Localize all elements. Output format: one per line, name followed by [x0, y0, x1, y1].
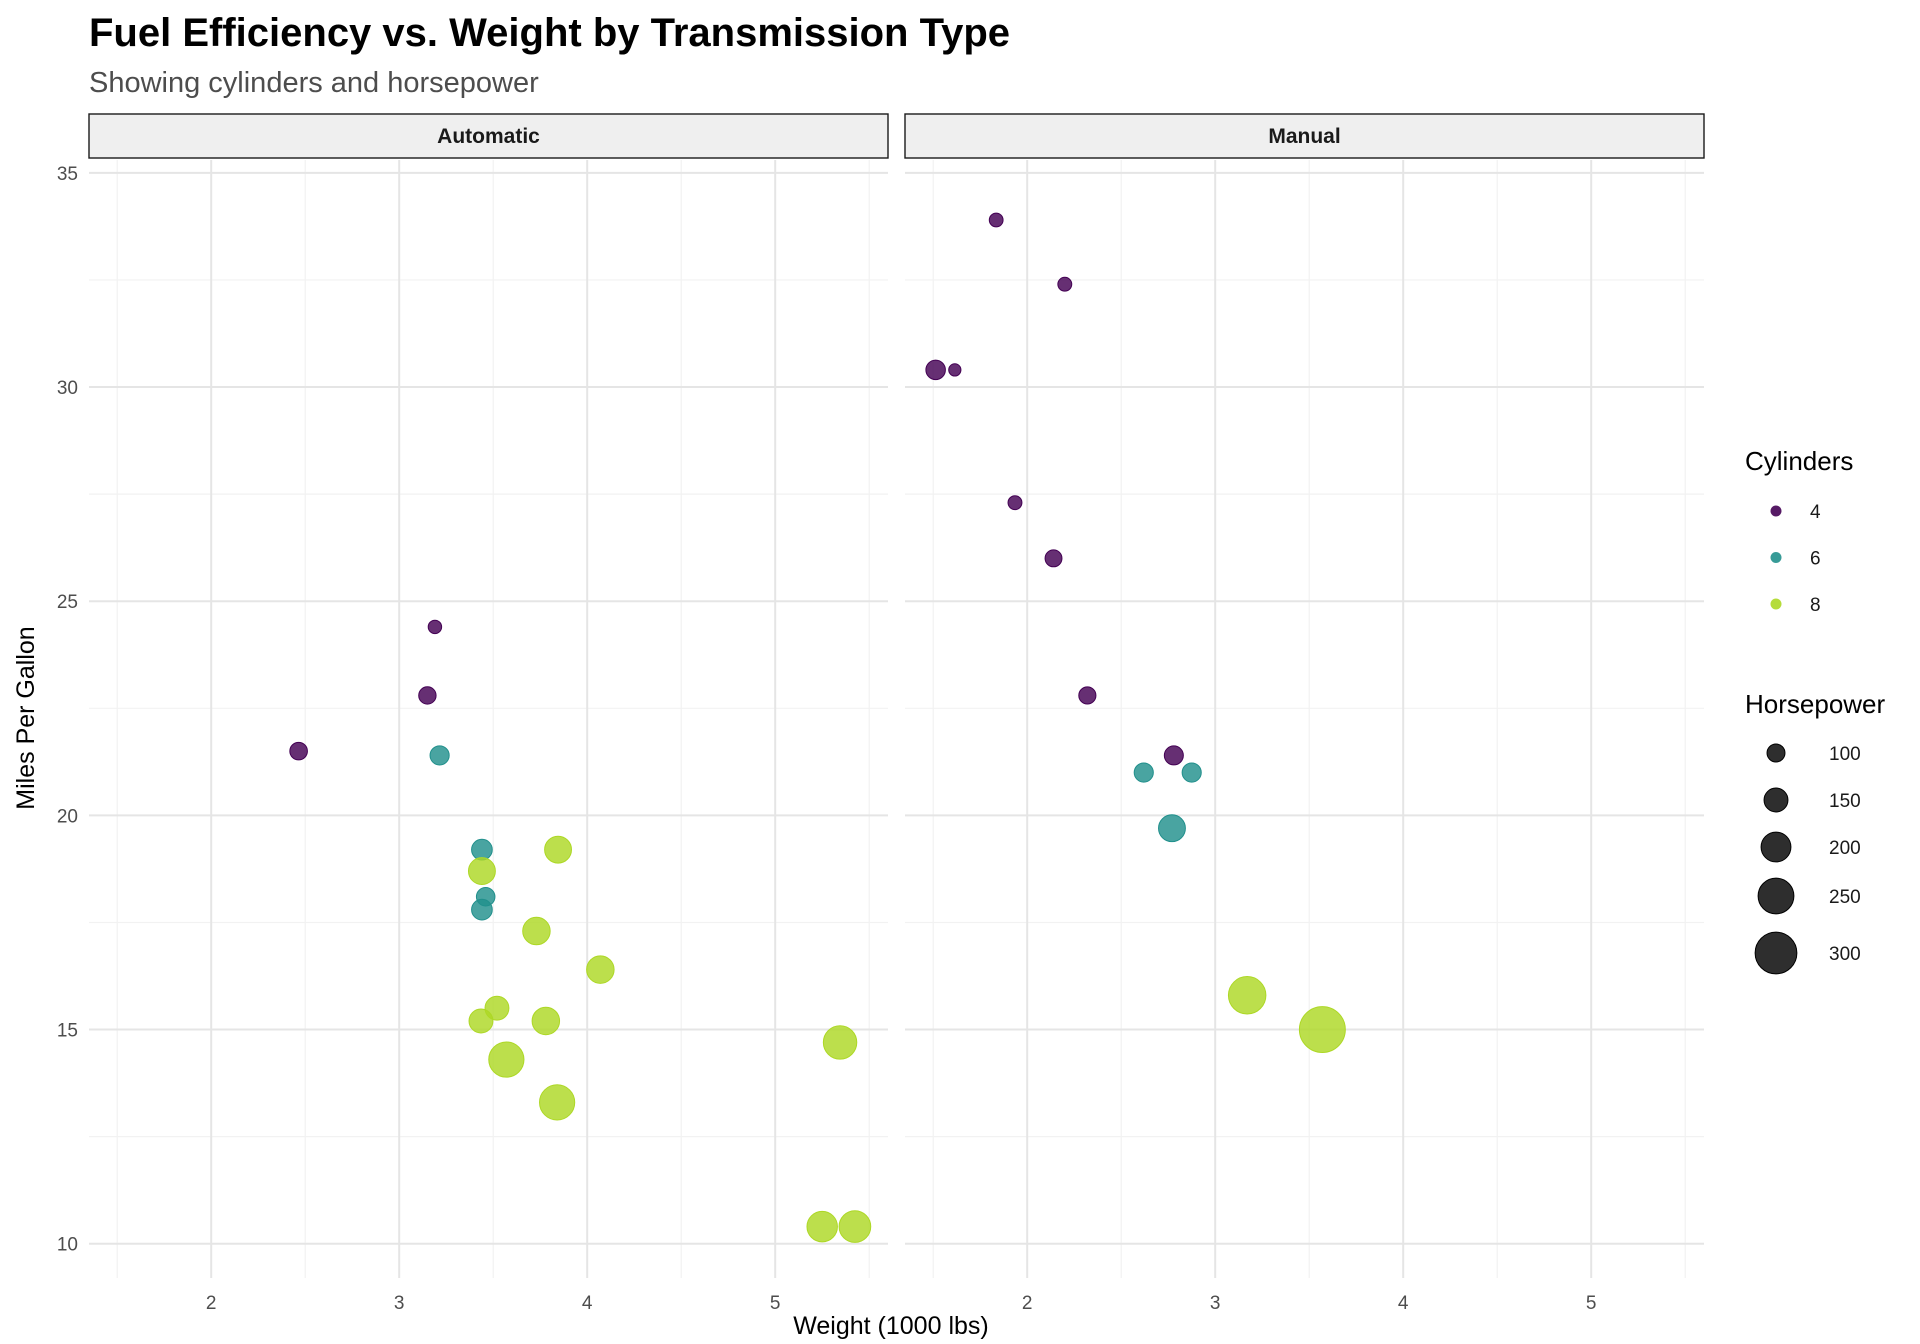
- legend-cylinders-label: 8: [1810, 595, 1821, 616]
- x-tick-label: 3: [394, 1293, 405, 1314]
- data-point: [468, 1008, 494, 1034]
- y-tick-label: 10: [57, 1235, 78, 1256]
- legend-horsepower-key: [1766, 743, 1786, 763]
- data-point: [418, 686, 437, 705]
- data-point: [822, 1025, 858, 1060]
- legend-cylinders-label: 4: [1810, 502, 1821, 523]
- y-tick-label: 15: [57, 1021, 78, 1042]
- x-tick-label: 2: [206, 1293, 217, 1314]
- data-point: [1163, 745, 1184, 766]
- x-axis-title: Weight (1000 lbs): [793, 1312, 988, 1340]
- legend-horsepower-key: [1763, 787, 1789, 813]
- data-point: [925, 359, 946, 381]
- data-point: [1057, 276, 1073, 292]
- legend-horsepower-label: 100: [1829, 744, 1861, 765]
- legend-horsepower-label: 150: [1829, 791, 1861, 812]
- x-tick-label: 4: [582, 1293, 593, 1314]
- chart-title: Fuel Efficiency vs. Weight by Transmissi…: [89, 11, 1010, 55]
- x-tick-label: 5: [770, 1293, 781, 1314]
- data-point: [427, 619, 443, 635]
- data-point: [1007, 495, 1023, 511]
- y-tick-label: 30: [57, 378, 78, 399]
- strip-automatic: [88, 113, 889, 159]
- chart-subtitle: Showing cylinders and horsepower: [89, 67, 539, 99]
- data-point: [586, 955, 615, 984]
- x-tick-label: 5: [1586, 1293, 1597, 1314]
- y-tick-label: 35: [57, 164, 78, 185]
- data-point: [471, 838, 493, 861]
- strip-manual: [904, 113, 1705, 159]
- legend-horsepower-title: Horsepower: [1745, 689, 1886, 719]
- data-point: [1158, 814, 1186, 843]
- data-point: [531, 1006, 561, 1036]
- strip-label-manual: Manual: [1268, 125, 1340, 148]
- data-point: [471, 898, 493, 921]
- legend-horsepower-key: [1760, 831, 1792, 863]
- y-axis-title: Miles Per Gallon: [12, 626, 40, 809]
- data-point: [544, 835, 572, 864]
- data-point: [539, 1084, 576, 1121]
- data-point: [1227, 976, 1267, 1015]
- data-point: [429, 745, 450, 766]
- data-point: [1181, 762, 1202, 783]
- legend-cylinders-key: [1770, 505, 1782, 517]
- legend-cylinders-label: 6: [1810, 549, 1821, 570]
- data-point: [289, 741, 308, 761]
- legend-horsepower: Horsepower 100 150 200 250 300: [1745, 689, 1886, 975]
- legend-cylinders: Cylinders 4 6 8: [1745, 446, 1853, 616]
- legend-horsepower-label: 200: [1829, 838, 1861, 859]
- data-point: [522, 916, 551, 946]
- strip-label-automatic: Automatic: [437, 125, 540, 148]
- data-point: [1078, 686, 1097, 705]
- x-tick-label: 3: [1210, 1293, 1221, 1314]
- legend-cylinders-key: [1770, 552, 1782, 563]
- data-point: [806, 1210, 838, 1243]
- facet-panel-automatic: Automatic 2 3 4 5 10 15 20 25 30 35: [57, 113, 889, 1314]
- data-point: [1044, 549, 1063, 568]
- legend-horsepower-key: [1757, 877, 1795, 915]
- legend-horsepower-label: 300: [1829, 944, 1861, 965]
- legend-horsepower-label: 250: [1829, 887, 1861, 908]
- data-point: [988, 212, 1004, 228]
- x-tick-label: 4: [1398, 1293, 1409, 1314]
- data-point: [948, 363, 962, 377]
- legend-cylinders-title: Cylinders: [1745, 446, 1853, 476]
- x-tick-label: 2: [1022, 1293, 1033, 1314]
- data-point: [467, 857, 496, 886]
- data-point: [1133, 762, 1154, 783]
- legend-horsepower-key: [1754, 931, 1798, 975]
- y-tick-label: 20: [57, 806, 78, 827]
- data-point: [838, 1210, 872, 1243]
- data-point: [488, 1041, 525, 1078]
- facet-panel-manual: Manual 2 3 4 5: [904, 113, 1705, 1314]
- y-tick-label: 25: [57, 592, 78, 613]
- data-point: [1298, 1006, 1346, 1054]
- legend-cylinders-key: [1770, 598, 1782, 610]
